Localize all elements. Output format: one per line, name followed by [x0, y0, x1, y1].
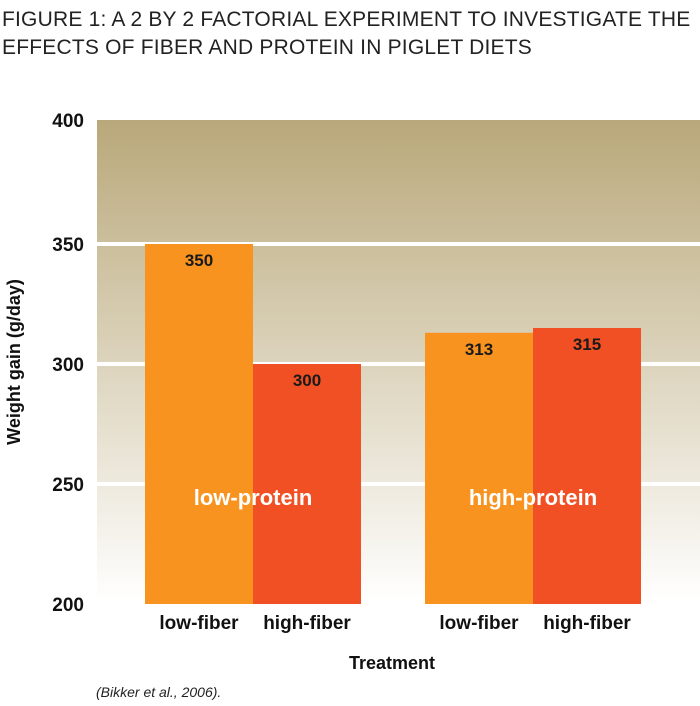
source-note: (Bikker et al., 2006). [96, 684, 221, 700]
bar-high-protein-low-fiber [425, 332, 533, 604]
y-tick-label: 350 [52, 235, 84, 256]
y-tick-label: 300 [52, 355, 84, 376]
gridline [97, 482, 700, 486]
x-tick-label: low-fiber [159, 613, 239, 634]
chart-title: FIGURE 1: A 2 BY 2 FACTORIAL EXPERIMENT … [2, 8, 691, 59]
group-label: low-protein [194, 485, 313, 510]
group-label: high-protein [469, 485, 597, 510]
bar-high-protein-high-fiber [533, 328, 641, 604]
gridline [97, 242, 700, 246]
bar-low-protein-high-fiber [253, 364, 361, 604]
x-tick-label: low-fiber [439, 613, 519, 634]
bar-value-label: 300 [293, 371, 321, 390]
x-tick-label: high-fiber [543, 613, 631, 634]
y-tick-label: 250 [52, 475, 84, 496]
x-axis-label: Treatment [349, 653, 435, 673]
gridline [97, 362, 700, 366]
y-axis-label: Weight gain (g/day) [4, 279, 24, 445]
bar-value-label: 350 [185, 251, 213, 270]
y-tick-label: 400 [52, 111, 84, 132]
x-tick-label: high-fiber [263, 613, 351, 634]
bar-value-label: 315 [573, 335, 601, 354]
y-tick-label: 200 [52, 595, 84, 616]
bar-value-label: 313 [465, 340, 493, 359]
bar-low-protein-low-fiber [145, 244, 253, 604]
